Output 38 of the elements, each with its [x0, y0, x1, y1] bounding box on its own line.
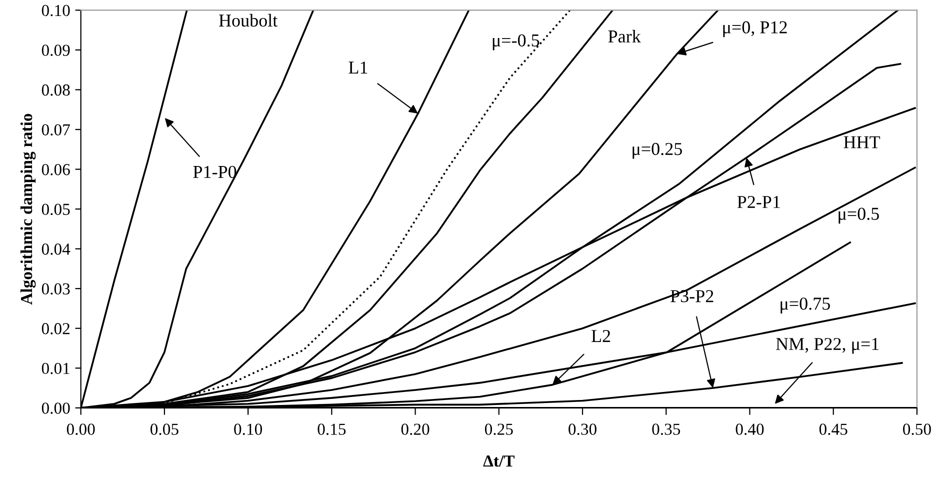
- x-tick-label: 0.15: [318, 424, 346, 435]
- x-tick-label: 0.45: [819, 424, 848, 435]
- x-tick-label: 0.30: [568, 424, 596, 435]
- y-tick-label: 0.05: [42, 204, 70, 216]
- y-tick-label: 0.10: [42, 4, 70, 16]
- annotation: NM, P22, μ=1: [776, 338, 879, 354]
- x-tick-label: 0.05: [150, 424, 178, 435]
- y-tick-label: 0.03: [42, 283, 70, 295]
- x-tick-label: 0.20: [401, 424, 430, 435]
- annotation: Park: [608, 30, 641, 43]
- annotation: μ=-0.5: [492, 34, 540, 50]
- x-tick-label: 0.50: [903, 424, 931, 435]
- y-tick-label: 0.01: [42, 362, 70, 374]
- annotation: L1: [348, 62, 368, 74]
- annotation: μ=0.75: [780, 298, 830, 314]
- x-tick-label: 0.10: [234, 424, 262, 435]
- annotation: L2: [592, 330, 610, 342]
- x-tick-label: 0.35: [652, 424, 680, 435]
- annotation: μ=0.5: [838, 208, 879, 224]
- y-tick-label: 0.04: [42, 244, 70, 255]
- annotation: P1-P0: [193, 166, 236, 178]
- annotation: μ=0.25: [632, 142, 682, 159]
- y-tick-label: 0.02: [42, 323, 70, 334]
- annotation: HHT: [844, 136, 880, 148]
- x-tick-label: 0.25: [484, 424, 513, 435]
- x-tick-label: 0.00: [66, 424, 95, 435]
- annotation: P2-P1: [737, 196, 780, 208]
- y-axis-title: Algorithmic damping ratio: [20, 114, 36, 305]
- x-tick-label: 0.40: [736, 424, 764, 435]
- annotation: P3-P2: [670, 290, 714, 302]
- annotation: μ=0, P12: [723, 21, 787, 38]
- y-tick-label: 0.08: [42, 84, 70, 96]
- y-tick-label: 0.00: [42, 402, 70, 414]
- x-axis-title: Δt/T: [483, 456, 515, 467]
- y-tick-label: 0.09: [42, 44, 70, 56]
- annotation: Houbolt: [218, 14, 278, 27]
- y-tick-label: 0.07: [42, 124, 70, 136]
- y-tick-label: 0.06: [42, 164, 70, 176]
